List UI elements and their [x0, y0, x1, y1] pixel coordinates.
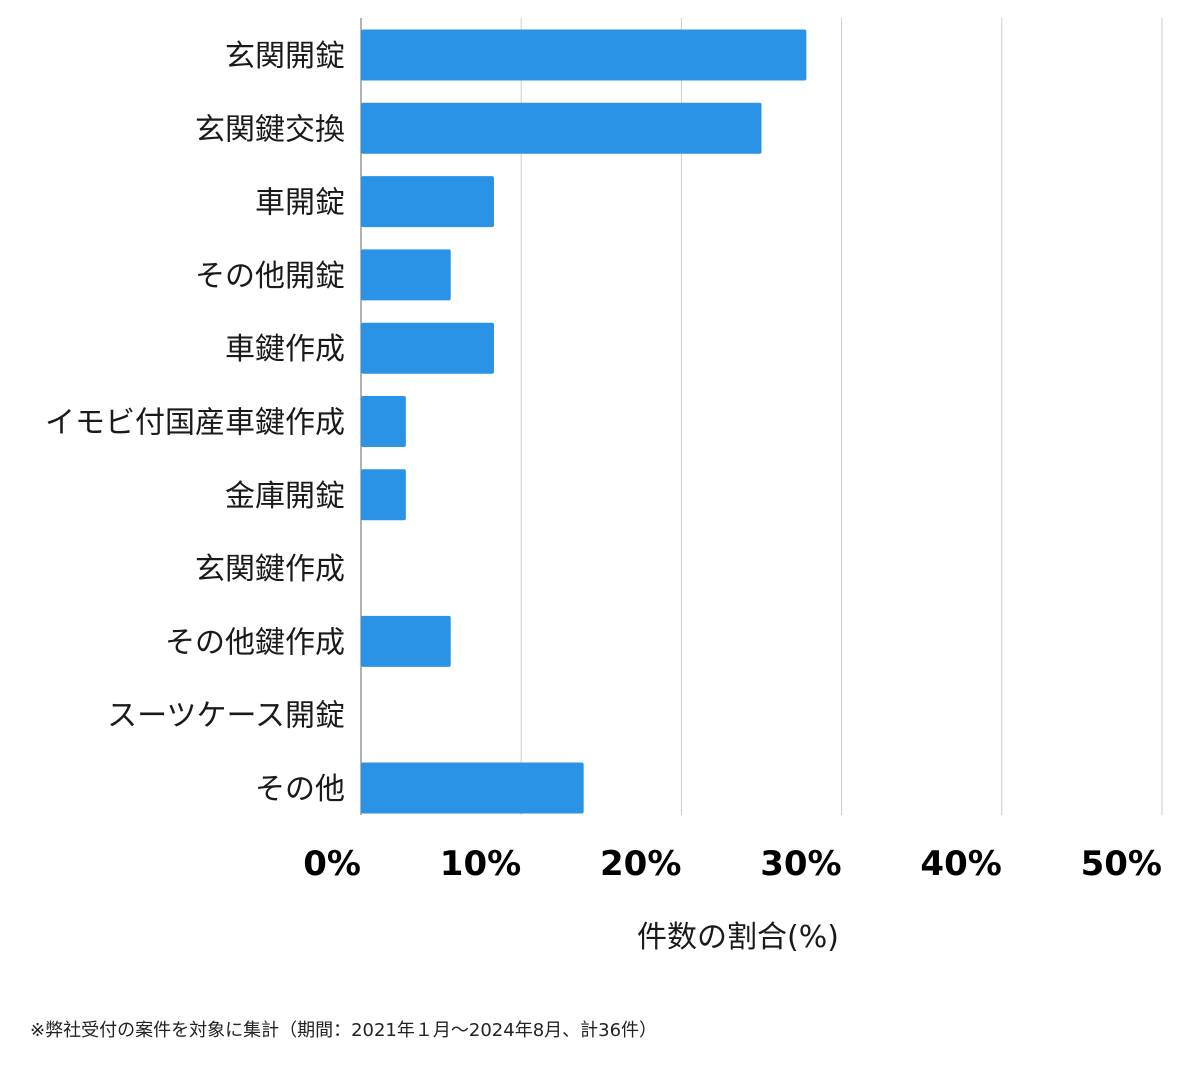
category-label: 車開錠	[255, 186, 345, 221]
x-tick-labels: 0% 10% 20% 30% 40% 50%	[303, 844, 1162, 884]
category-label: その他	[255, 772, 345, 807]
bar	[361, 102, 762, 154]
x-tick-label: 0%	[303, 844, 361, 884]
x-axis-title: 件数の割合(%)	[637, 920, 839, 955]
x-tick-label: 20%	[600, 844, 681, 884]
bar	[361, 762, 584, 814]
category-label: スーツケース開錠	[107, 699, 345, 734]
bar	[361, 615, 451, 667]
x-tick-label: 40%	[920, 844, 1001, 884]
category-label: その他開錠	[195, 259, 345, 294]
bar-layer	[361, 29, 807, 814]
category-label: 車鍵作成	[225, 332, 345, 367]
x-tick-label: 30%	[760, 844, 841, 884]
bar	[361, 469, 406, 521]
category-label: その他鍵作成	[165, 625, 345, 660]
category-label: イモビ付国産車鍵作成	[45, 406, 345, 441]
bar	[361, 249, 451, 301]
bar	[361, 322, 494, 374]
x-tick-label: 10%	[440, 844, 521, 884]
bar	[361, 396, 406, 447]
category-labels: 玄関開錠玄関鍵交換車開錠その他開錠車鍵作成イモビ付国産車鍵作成金庫開錠玄関鍵作成…	[45, 39, 345, 807]
category-label: 玄関鍵交換	[195, 112, 345, 147]
category-label: 玄関開錠	[225, 39, 345, 74]
footnote: ※弊社受付の案件を対象に集計（期間：2021年１月〜2024年8月、計36件）	[30, 1020, 658, 1041]
bar	[361, 29, 807, 81]
category-label: 玄関鍵作成	[195, 552, 345, 587]
bar-chart: 玄関開錠玄関鍵交換車開錠その他開錠車鍵作成イモビ付国産車鍵作成金庫開錠玄関鍵作成…	[45, 18, 1163, 955]
category-label: 金庫開錠	[225, 479, 345, 514]
bar	[361, 176, 494, 228]
x-tick-label: 50%	[1081, 844, 1162, 884]
